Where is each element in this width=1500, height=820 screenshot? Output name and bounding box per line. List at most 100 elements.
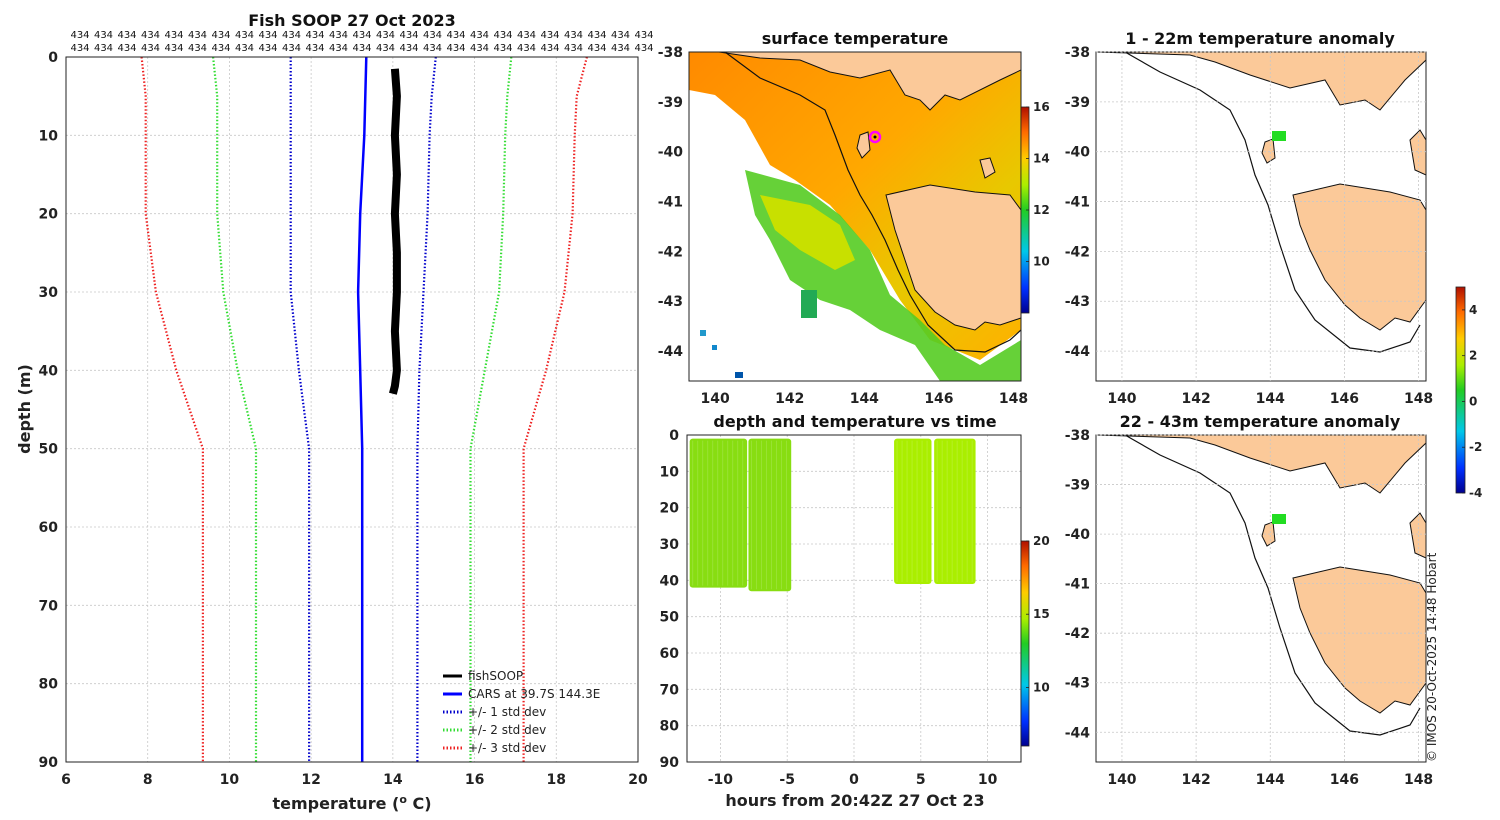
profile-grid xyxy=(65,56,639,763)
map-xtick-label: 148 xyxy=(999,391,1028,407)
anomaly-shallow-title: 1 - 22m temperature anomaly xyxy=(1125,29,1395,48)
colorbar-tick-label: 4 xyxy=(1469,303,1477,317)
colorbar-tick-label: -4 xyxy=(1469,486,1482,500)
colorbar-tick-label: 2 xyxy=(1469,349,1477,363)
vessel-position-marker xyxy=(868,130,882,144)
map-ytick-label: -40 xyxy=(1065,145,1091,161)
sample-count: 434 xyxy=(470,43,489,54)
sst-map xyxy=(689,52,1021,381)
anomaly-shallow-ticks: 140 142 144 146 148 -38 -39 -40 -41 -42 -43 -44 xyxy=(1065,45,1433,407)
sample-count: 434 xyxy=(352,30,371,41)
time-ytick-label: 0 xyxy=(669,428,679,444)
map-ytick-label: -40 xyxy=(1065,527,1091,543)
profile-xlabel: temperature (o C) xyxy=(272,793,431,813)
legend-label: CARS at 39.7S 144.3E xyxy=(468,687,600,701)
map-ytick-label: -39 xyxy=(658,95,683,111)
profile-series-0 xyxy=(389,68,401,395)
sample-count: 434 xyxy=(235,43,254,54)
sample-count: 434 xyxy=(352,43,371,54)
profile-ytick-label: 0 xyxy=(48,50,58,66)
profile-series-7 xyxy=(522,56,588,762)
profile-title: Fish SOOP 27 Oct 2023 xyxy=(248,11,456,30)
sst-patch xyxy=(801,290,817,318)
profile-xtick-label: 8 xyxy=(143,772,153,788)
profile-series xyxy=(140,56,588,762)
time-segment-2 xyxy=(894,438,932,584)
colorbar-tick-label: 10 xyxy=(1033,680,1050,694)
map-xtick-label: 142 xyxy=(775,391,804,407)
time-panel: depth and temperature vs time -10 -5 0 5 10 0… xyxy=(660,412,1050,810)
map-xtick-label: 144 xyxy=(1256,772,1285,788)
sample-count: 434 xyxy=(587,43,606,54)
time-ytick-label: 30 xyxy=(660,537,680,553)
colorbar-tick-label: 10 xyxy=(1033,255,1050,269)
sample-count: 434 xyxy=(517,30,536,41)
time-ytick-label: 10 xyxy=(660,464,680,480)
sst-shelf-contour xyxy=(724,52,1021,353)
profile-ytick-label: 80 xyxy=(39,677,59,693)
sample-count: 434 xyxy=(94,30,113,41)
profile-legend[interactable]: fishSOOP CARS at 39.7S 144.3E +/- 1 std de… xyxy=(443,669,600,755)
sample-count: 434 xyxy=(423,43,442,54)
profile-y-ticks: 0 10 20 30 40 50 60 70 80 90 xyxy=(39,50,59,771)
sample-count: 434 xyxy=(282,43,301,54)
time-ytick-label: 80 xyxy=(660,719,680,735)
profile-series-6 xyxy=(140,56,204,762)
anomaly-shallow-land-east xyxy=(1409,129,1427,176)
profile-series-1 xyxy=(356,56,368,762)
sample-count: 434 xyxy=(141,30,160,41)
sample-count: 434 xyxy=(587,30,606,41)
map-ytick-label: -38 xyxy=(1065,428,1090,444)
colorbar-tick-label: -2 xyxy=(1469,440,1482,454)
map-xtick-label: 144 xyxy=(850,391,879,407)
profile-ytick-label: 70 xyxy=(39,598,59,614)
sample-count: 434 xyxy=(376,30,395,41)
sample-count: 434 xyxy=(564,43,583,54)
map-xtick-label: 142 xyxy=(1181,772,1210,788)
profile-x-ticks: 6 8 10 12 14 16 18 20 xyxy=(61,772,648,788)
sst-ticks: 140 142 144 146 148 -38 -39 -40 -41 -42 -43 -44 xyxy=(658,45,1028,407)
profile-xtick-label: 16 xyxy=(465,772,484,788)
map-xtick-label: 148 xyxy=(1404,772,1433,788)
sample-count: 434 xyxy=(376,43,395,54)
legend-label: +/- 3 std dev xyxy=(468,741,546,755)
time-colorbar-ticks: 20 15 10 xyxy=(1026,534,1050,694)
colorbar-tick-label: 20 xyxy=(1033,534,1050,548)
sample-count: 434 xyxy=(399,43,418,54)
anomaly-deep-contour xyxy=(1124,434,1421,736)
sample-count: 434 xyxy=(282,30,301,41)
profile-ylabel: depth (m) xyxy=(15,364,34,454)
anomaly-shallow-land-king-island xyxy=(1261,138,1276,164)
sample-count: 434 xyxy=(517,43,536,54)
time-colorbar xyxy=(1020,540,1030,747)
sst-mid-field xyxy=(760,195,855,270)
sample-count: 434 xyxy=(446,30,465,41)
profile-series-2 xyxy=(289,57,311,762)
sample-count: 434 xyxy=(564,30,583,41)
anomaly-deep-land-tasmania xyxy=(1292,566,1427,714)
anomaly-colorbar xyxy=(1455,286,1466,494)
anomaly-shallow-panel: 1 - 22m temperature anomaly 140 142 144 146… xyxy=(1065,29,1433,407)
sample-count: 434 xyxy=(470,30,489,41)
sst-colorbar-ticks: 16 14 12 10 xyxy=(1026,100,1050,269)
profile-xtick-label: 14 xyxy=(383,772,403,788)
map-ytick-label: -42 xyxy=(658,244,683,260)
sample-count: 434 xyxy=(117,30,136,41)
sample-count: 434 xyxy=(493,43,512,54)
sample-count: 434 xyxy=(258,43,277,54)
sample-count: 434 xyxy=(634,30,653,41)
sst-pixel-2 xyxy=(712,345,717,350)
sample-count: 434 xyxy=(540,30,559,41)
sample-count: 434 xyxy=(164,43,183,54)
map-xtick-label: 148 xyxy=(1404,391,1433,407)
sample-count: 434 xyxy=(329,43,348,54)
sst-land-flinders xyxy=(979,157,996,179)
map-ytick-label: -43 xyxy=(658,294,683,310)
time-xtick-label: 5 xyxy=(916,772,926,788)
sample-count: 434 xyxy=(117,43,136,54)
anomaly-deep-title: 22 - 43m temperature anomaly xyxy=(1120,412,1401,431)
sample-count: 434 xyxy=(611,43,630,54)
profile-ytick-label: 90 xyxy=(39,755,59,771)
anomaly-deep-panel: 22 - 43m temperature anomaly 140 142 144 14… xyxy=(1065,286,1482,788)
